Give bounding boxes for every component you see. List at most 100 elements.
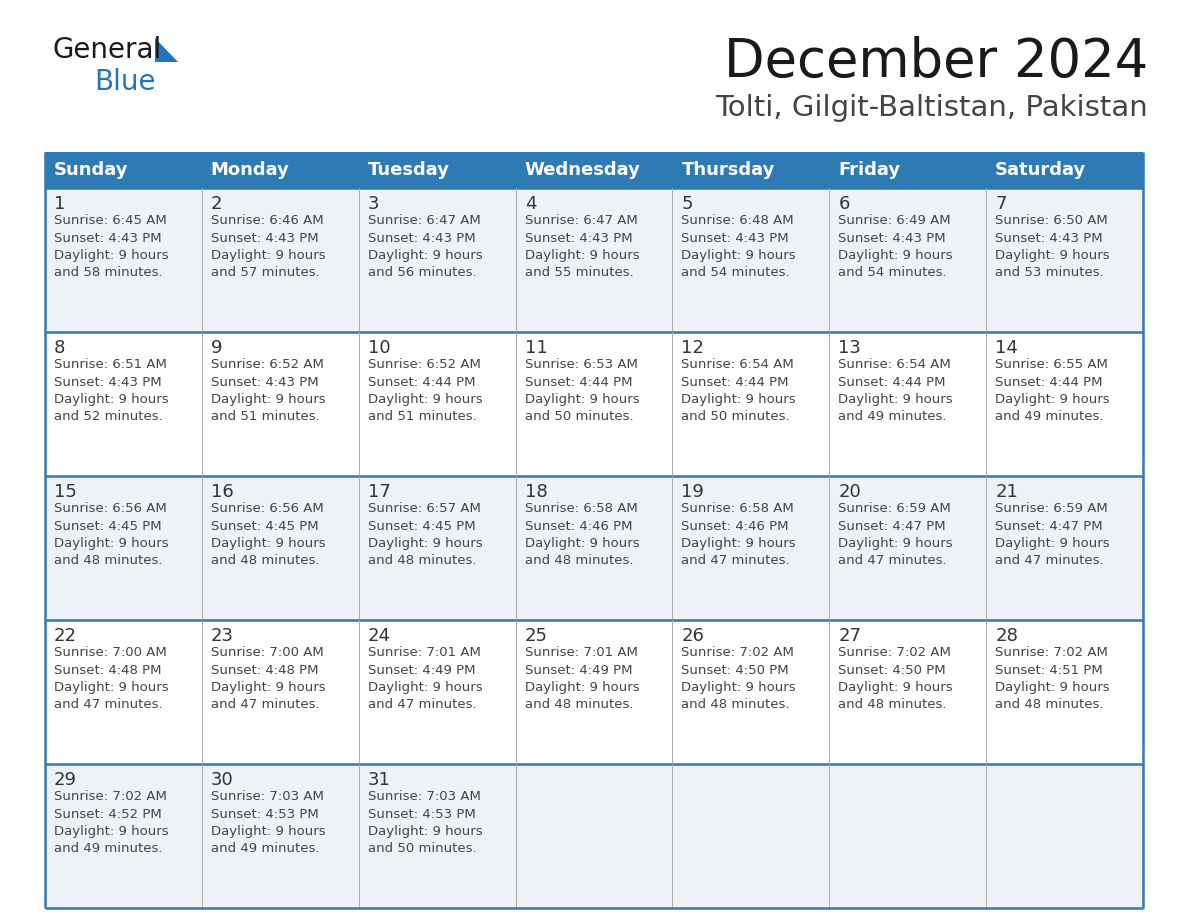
Text: Sunset: 4:43 PM: Sunset: 4:43 PM — [525, 231, 632, 244]
Text: 20: 20 — [839, 483, 861, 501]
Text: Daylight: 9 hours: Daylight: 9 hours — [996, 537, 1110, 550]
Text: Daylight: 9 hours: Daylight: 9 hours — [682, 537, 796, 550]
Text: Sunset: 4:44 PM: Sunset: 4:44 PM — [682, 375, 789, 388]
Text: Daylight: 9 hours: Daylight: 9 hours — [682, 393, 796, 406]
Text: 25: 25 — [525, 627, 548, 645]
Text: Sunrise: 6:58 AM: Sunrise: 6:58 AM — [525, 502, 637, 515]
Text: Sunrise: 6:55 AM: Sunrise: 6:55 AM — [996, 358, 1108, 371]
Text: Sunset: 4:48 PM: Sunset: 4:48 PM — [53, 664, 162, 677]
Text: and 51 minutes.: and 51 minutes. — [210, 410, 320, 423]
Text: Sunset: 4:43 PM: Sunset: 4:43 PM — [368, 231, 475, 244]
Text: Sunrise: 6:56 AM: Sunrise: 6:56 AM — [210, 502, 323, 515]
Text: 9: 9 — [210, 339, 222, 357]
Text: and 47 minutes.: and 47 minutes. — [682, 554, 790, 567]
Text: Sunrise: 6:52 AM: Sunrise: 6:52 AM — [368, 358, 481, 371]
Bar — [45, 620, 1143, 764]
Text: 5: 5 — [682, 195, 693, 213]
Text: and 51 minutes.: and 51 minutes. — [368, 410, 476, 423]
Text: and 49 minutes.: and 49 minutes. — [996, 410, 1104, 423]
Text: 23: 23 — [210, 627, 234, 645]
Text: Sunrise: 7:02 AM: Sunrise: 7:02 AM — [839, 646, 952, 659]
Text: Sunrise: 6:51 AM: Sunrise: 6:51 AM — [53, 358, 166, 371]
Text: and 48 minutes.: and 48 minutes. — [368, 554, 476, 567]
Text: Sunset: 4:44 PM: Sunset: 4:44 PM — [525, 375, 632, 388]
Text: Sunset: 4:43 PM: Sunset: 4:43 PM — [53, 375, 162, 388]
Text: Sunrise: 7:02 AM: Sunrise: 7:02 AM — [53, 790, 166, 803]
Text: Sunrise: 6:58 AM: Sunrise: 6:58 AM — [682, 502, 795, 515]
Text: and 47 minutes.: and 47 minutes. — [839, 554, 947, 567]
Text: Sunrise: 7:00 AM: Sunrise: 7:00 AM — [210, 646, 323, 659]
Text: and 50 minutes.: and 50 minutes. — [525, 410, 633, 423]
Text: 14: 14 — [996, 339, 1018, 357]
Bar — [45, 152, 1143, 188]
Polygon shape — [154, 38, 178, 62]
Text: Sunset: 4:43 PM: Sunset: 4:43 PM — [682, 231, 789, 244]
Text: Daylight: 9 hours: Daylight: 9 hours — [839, 681, 953, 694]
Text: Sunrise: 6:54 AM: Sunrise: 6:54 AM — [839, 358, 952, 371]
Text: and 49 minutes.: and 49 minutes. — [53, 843, 163, 856]
Text: Sunset: 4:44 PM: Sunset: 4:44 PM — [368, 375, 475, 388]
Text: Sunrise: 6:47 AM: Sunrise: 6:47 AM — [525, 214, 637, 227]
Text: Sunset: 4:53 PM: Sunset: 4:53 PM — [368, 808, 475, 821]
Text: Sunday: Sunday — [53, 161, 128, 179]
Text: Blue: Blue — [94, 68, 156, 96]
Text: Daylight: 9 hours: Daylight: 9 hours — [53, 393, 169, 406]
Text: Daylight: 9 hours: Daylight: 9 hours — [682, 249, 796, 262]
Text: Sunrise: 6:59 AM: Sunrise: 6:59 AM — [996, 502, 1108, 515]
Text: 10: 10 — [368, 339, 391, 357]
Text: Daylight: 9 hours: Daylight: 9 hours — [368, 537, 482, 550]
Text: and 58 minutes.: and 58 minutes. — [53, 266, 163, 279]
Text: 21: 21 — [996, 483, 1018, 501]
Text: and 50 minutes.: and 50 minutes. — [368, 843, 476, 856]
Text: Friday: Friday — [839, 161, 901, 179]
Bar — [45, 476, 1143, 620]
Text: Sunset: 4:46 PM: Sunset: 4:46 PM — [682, 520, 789, 532]
Text: Daylight: 9 hours: Daylight: 9 hours — [525, 249, 639, 262]
Text: 18: 18 — [525, 483, 548, 501]
Text: Sunset: 4:43 PM: Sunset: 4:43 PM — [53, 231, 162, 244]
Text: and 48 minutes.: and 48 minutes. — [525, 554, 633, 567]
Text: and 47 minutes.: and 47 minutes. — [53, 699, 163, 711]
Text: Daylight: 9 hours: Daylight: 9 hours — [368, 681, 482, 694]
Text: Daylight: 9 hours: Daylight: 9 hours — [839, 537, 953, 550]
Text: Sunset: 4:48 PM: Sunset: 4:48 PM — [210, 664, 318, 677]
Text: Sunrise: 7:01 AM: Sunrise: 7:01 AM — [525, 646, 638, 659]
Text: and 49 minutes.: and 49 minutes. — [839, 410, 947, 423]
Text: Sunrise: 7:03 AM: Sunrise: 7:03 AM — [210, 790, 324, 803]
Text: Daylight: 9 hours: Daylight: 9 hours — [368, 249, 482, 262]
Text: 19: 19 — [682, 483, 704, 501]
Text: and 47 minutes.: and 47 minutes. — [996, 554, 1104, 567]
Text: Daylight: 9 hours: Daylight: 9 hours — [210, 249, 326, 262]
Text: and 50 minutes.: and 50 minutes. — [682, 410, 790, 423]
Text: Sunset: 4:51 PM: Sunset: 4:51 PM — [996, 664, 1102, 677]
Text: and 47 minutes.: and 47 minutes. — [210, 699, 320, 711]
Text: Sunrise: 7:03 AM: Sunrise: 7:03 AM — [368, 790, 481, 803]
Text: 3: 3 — [368, 195, 379, 213]
Text: and 48 minutes.: and 48 minutes. — [525, 699, 633, 711]
Text: Sunset: 4:43 PM: Sunset: 4:43 PM — [996, 231, 1102, 244]
Text: Sunset: 4:44 PM: Sunset: 4:44 PM — [839, 375, 946, 388]
Text: Sunrise: 6:47 AM: Sunrise: 6:47 AM — [368, 214, 480, 227]
Text: Tuesday: Tuesday — [368, 161, 450, 179]
Text: 30: 30 — [210, 771, 234, 789]
Text: 28: 28 — [996, 627, 1018, 645]
Text: Sunrise: 6:57 AM: Sunrise: 6:57 AM — [368, 502, 481, 515]
Text: Sunset: 4:47 PM: Sunset: 4:47 PM — [996, 520, 1102, 532]
Text: and 48 minutes.: and 48 minutes. — [210, 554, 320, 567]
Text: December 2024: December 2024 — [723, 36, 1148, 88]
Text: Daylight: 9 hours: Daylight: 9 hours — [53, 681, 169, 694]
Text: Sunset: 4:45 PM: Sunset: 4:45 PM — [368, 520, 475, 532]
Text: and 55 minutes.: and 55 minutes. — [525, 266, 633, 279]
Text: Sunset: 4:43 PM: Sunset: 4:43 PM — [210, 231, 318, 244]
Text: Sunset: 4:53 PM: Sunset: 4:53 PM — [210, 808, 318, 821]
Text: Daylight: 9 hours: Daylight: 9 hours — [839, 393, 953, 406]
Text: Sunset: 4:46 PM: Sunset: 4:46 PM — [525, 520, 632, 532]
Text: Sunrise: 6:49 AM: Sunrise: 6:49 AM — [839, 214, 950, 227]
Text: 22: 22 — [53, 627, 77, 645]
Text: Sunset: 4:52 PM: Sunset: 4:52 PM — [53, 808, 162, 821]
Text: and 54 minutes.: and 54 minutes. — [682, 266, 790, 279]
Text: and 49 minutes.: and 49 minutes. — [210, 843, 320, 856]
Text: Sunset: 4:49 PM: Sunset: 4:49 PM — [525, 664, 632, 677]
Text: and 53 minutes.: and 53 minutes. — [996, 266, 1104, 279]
Text: General: General — [52, 36, 162, 64]
